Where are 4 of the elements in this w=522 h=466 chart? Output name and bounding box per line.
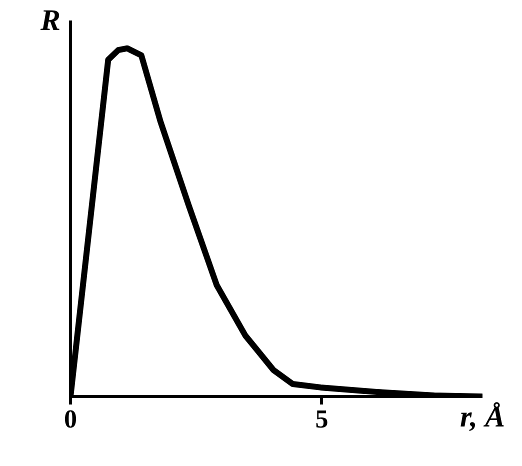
x-axis-title: r, Å [460, 400, 506, 434]
y-axis-title: R [39, 4, 61, 37]
x-tick-label: 0 [64, 404, 77, 434]
x-tick-label: 5 [315, 404, 328, 434]
